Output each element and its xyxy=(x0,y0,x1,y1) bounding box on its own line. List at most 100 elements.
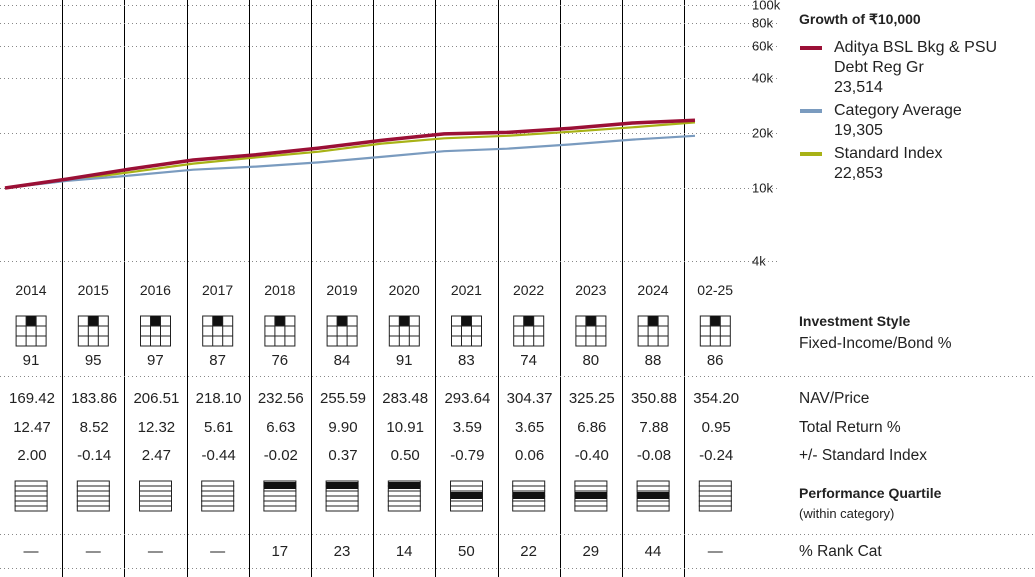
y-tick-label: 20k xyxy=(752,126,773,141)
legend-item-category: Category Average 19,305 xyxy=(799,101,1035,141)
rank-cat-value: — xyxy=(85,543,101,560)
investment-style-value: 84 xyxy=(333,352,351,369)
table-cell: 2.47 xyxy=(141,447,171,464)
quartile-row xyxy=(636,480,670,487)
chart-title: Growth of ₹10,000 xyxy=(799,11,921,27)
style-box-filled-cell xyxy=(150,316,161,326)
quartile-row xyxy=(201,500,235,507)
table-cell: 255.59 xyxy=(320,390,366,407)
style-box-filled-cell xyxy=(585,316,596,326)
standard-index-diff-label: +/- Standard Index xyxy=(799,447,927,464)
table-cell: 8.52 xyxy=(79,419,109,436)
quartile-row xyxy=(698,485,732,492)
quartile-row xyxy=(139,505,172,512)
table-cell: -0.40 xyxy=(574,447,609,464)
legend-value-fund: 23,514 xyxy=(834,79,883,96)
year-label: 2024 xyxy=(637,282,669,298)
table-cell: 350.88 xyxy=(631,390,677,407)
quartile-row xyxy=(698,495,732,502)
quartile-row xyxy=(139,495,172,502)
quartile-row xyxy=(76,480,110,487)
quartile-row xyxy=(512,480,546,487)
rank-cat-value: 29 xyxy=(582,543,600,560)
rank-cat-value: 50 xyxy=(458,543,475,560)
legend-value-category: 19,305 xyxy=(834,122,883,139)
investment-style-value: 91 xyxy=(22,352,40,369)
rank-cat-value: 17 xyxy=(271,543,289,560)
quartile-row xyxy=(201,490,235,497)
quartile-row xyxy=(76,500,110,507)
table-cell: 293.64 xyxy=(444,390,491,407)
legend-item-fund: Aditya BSL Bkg & PSU Debt Reg Gr 23,514 xyxy=(799,38,1035,98)
table-cell: 0.06 xyxy=(514,447,545,464)
style-box-filled-cell xyxy=(212,316,223,326)
investment-style-value: 86 xyxy=(706,352,724,369)
table-cell: -0.08 xyxy=(636,447,672,464)
quartile-row xyxy=(201,480,235,487)
quartile-row xyxy=(636,500,670,507)
quartile-row xyxy=(387,500,421,507)
table-cell: 3.59 xyxy=(452,419,482,436)
style-box-filled-cell xyxy=(337,316,348,326)
table-cell: -0.02 xyxy=(263,447,298,464)
quartile-row xyxy=(263,495,297,502)
rank-cat-value: 14 xyxy=(395,543,413,560)
style-box-filled-cell xyxy=(26,316,37,326)
rank-cat-value: — xyxy=(707,543,723,560)
style-box-filled-cell xyxy=(399,316,410,326)
rank-cat-value: 44 xyxy=(644,543,662,560)
quartile-row xyxy=(263,490,297,497)
legend-item-index: Standard Index 22,853 xyxy=(799,144,1035,184)
style-box xyxy=(326,315,358,347)
table-cell: 0.50 xyxy=(390,447,420,464)
style-box-filled-cell xyxy=(710,316,721,326)
table-cell: 304.37 xyxy=(506,390,553,407)
year-label: 2019 xyxy=(326,282,358,298)
quartile-fill xyxy=(637,492,670,499)
investment-style-value: 83 xyxy=(458,352,475,369)
y-tick-label: 4k xyxy=(752,254,766,269)
table-cell: 12.47 xyxy=(13,419,51,436)
quartile-row xyxy=(139,480,172,487)
legend-label-category: Category Average xyxy=(834,102,962,119)
table-cell: 232.56 xyxy=(257,390,304,407)
quartile-row xyxy=(263,505,297,512)
table-cell: 10.91 xyxy=(386,419,424,436)
table-cell: -0.14 xyxy=(77,447,112,464)
quartile-row xyxy=(14,485,48,492)
table-cell: 0.37 xyxy=(328,447,358,464)
quartile-row xyxy=(512,485,546,492)
legend-value-index: 22,853 xyxy=(834,165,883,182)
quartile-row xyxy=(512,500,546,507)
legend-swatch-category xyxy=(800,109,822,113)
table-cell: 9.90 xyxy=(328,419,358,436)
quartile-fill xyxy=(450,492,483,499)
table-cell: 206.51 xyxy=(133,390,180,407)
year-label: 2020 xyxy=(388,282,420,298)
y-tick-label: 60k xyxy=(752,39,773,54)
table-cell: 3.65 xyxy=(514,419,545,436)
style-box-filled-cell xyxy=(88,316,99,326)
legend-swatch-index xyxy=(800,152,822,156)
year-label: 02-25 xyxy=(697,282,734,298)
quartile-row xyxy=(325,495,359,502)
quartile-row xyxy=(14,505,48,512)
quartile-fill xyxy=(512,492,545,499)
quartile-row xyxy=(450,480,483,487)
total-return-label: Total Return % xyxy=(799,419,901,436)
quartile-row xyxy=(574,500,608,507)
legend-swatch-fund xyxy=(800,46,822,50)
quartile-row xyxy=(14,480,48,487)
investment-style-value: 80 xyxy=(582,352,600,369)
quartile-row xyxy=(14,495,48,502)
investment-style-value: 95 xyxy=(84,352,102,369)
nav-price-label: NAV/Price xyxy=(799,390,870,407)
year-label: 2021 xyxy=(450,282,482,298)
legend-label-fund: Aditya BSL Bkg & PSU Debt Reg Gr xyxy=(834,39,998,76)
y-tick-label: 40k xyxy=(752,71,773,86)
quartile-row xyxy=(139,490,172,497)
table-cell: -0.24 xyxy=(699,447,734,464)
quartile-row xyxy=(512,505,546,512)
table-cell: 7.88 xyxy=(639,419,669,436)
